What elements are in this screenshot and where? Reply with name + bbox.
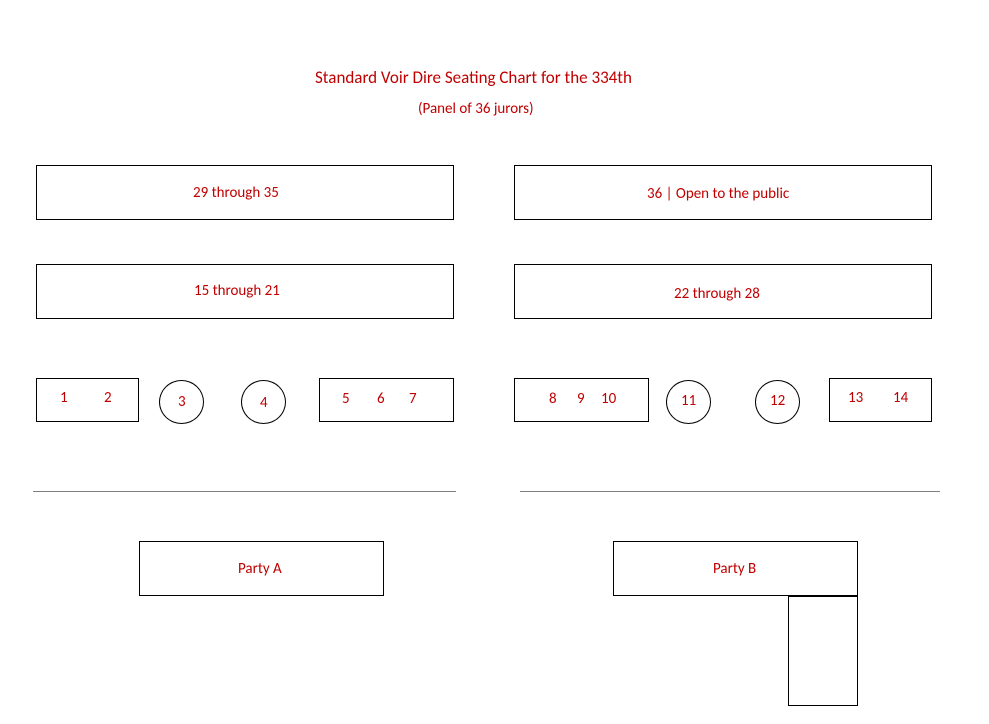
front-right-seat-14: 14 (893, 389, 908, 407)
party-b-lectern (788, 596, 858, 706)
front-right-seat-9: 9 (577, 390, 585, 408)
front-right-seat-12: 12 (770, 392, 785, 410)
front-right-rect-b (829, 378, 932, 422)
divider-right (520, 491, 940, 492)
chart-subtitle: (Panel of 36 jurors) (418, 100, 534, 118)
front-right-seat-10: 10 (601, 390, 616, 408)
front-right-seat-11: 11 (681, 392, 696, 410)
front-left-seat-5: 5 (342, 390, 350, 408)
front-left-seat-1: 1 (60, 389, 68, 407)
front-left-rect-a (36, 378, 139, 422)
mid-row-left-label: 15 through 21 (194, 282, 280, 300)
front-left-seat-4: 4 (260, 394, 268, 412)
front-left-rect-b (319, 378, 454, 422)
chart-title: Standard Voir Dire Seating Chart for the… (315, 67, 632, 88)
back-row-left-label: 29 through 35 (193, 184, 279, 202)
back-row-right-label: 36 | Open to the public (647, 185, 789, 203)
front-left-seat-2: 2 (104, 389, 112, 407)
party-a-label: Party A (238, 560, 282, 578)
front-right-seat-13: 13 (848, 389, 863, 407)
front-right-seat-8: 8 (549, 390, 557, 408)
front-left-seat-3: 3 (178, 393, 186, 411)
mid-row-right-label: 22 through 28 (674, 285, 760, 303)
seating-chart-canvas: Standard Voir Dire Seating Chart for the… (0, 0, 989, 724)
party-b-label: Party B (713, 560, 756, 578)
front-left-seat-7: 7 (409, 390, 417, 408)
divider-left (33, 491, 456, 492)
front-left-seat-6: 6 (377, 390, 385, 408)
